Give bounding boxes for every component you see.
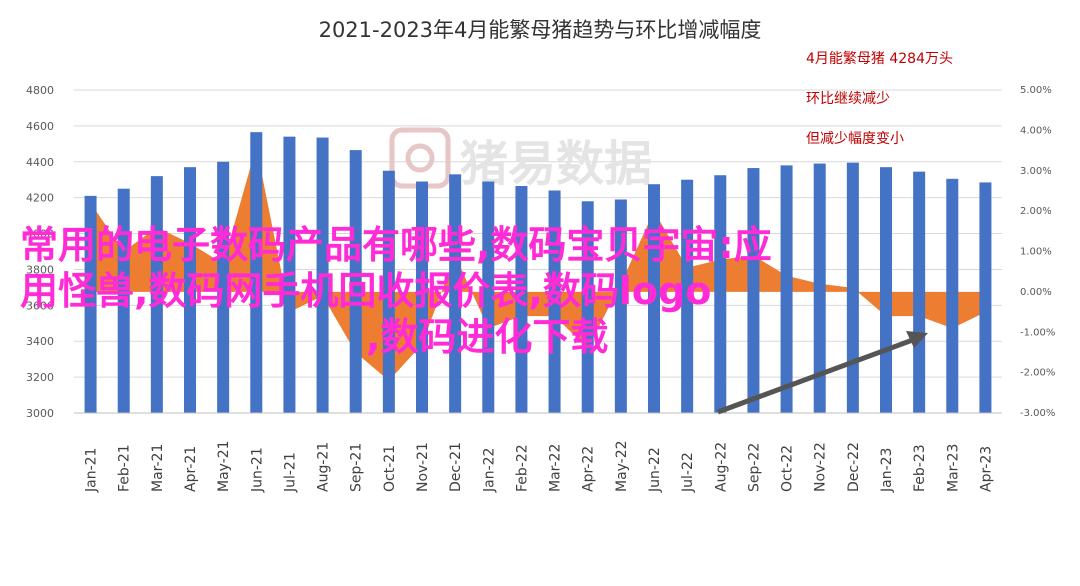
- annotation-line-1: 4月能繁母猪 4284万头: [806, 51, 953, 67]
- bar: [150, 176, 163, 413]
- bar: [648, 184, 660, 413]
- category-label: Jul-22: [680, 452, 696, 493]
- trend-arrow-head-icon: [906, 331, 928, 348]
- left-tick-label: 3800: [26, 263, 54, 276]
- bar: [846, 162, 859, 413]
- bar: [913, 171, 926, 413]
- category-label: Apr-23: [978, 446, 994, 492]
- right-tick-label: -1.00%: [1020, 327, 1055, 338]
- category-label: Sep-22: [746, 443, 762, 492]
- category-label: Mar-21: [150, 444, 166, 492]
- bar: [614, 199, 627, 413]
- category-label: Mar-23: [945, 444, 961, 492]
- overlay-line-3: ,数码进化下载: [366, 315, 609, 359]
- right-tick-label: -2.00%: [1020, 368, 1055, 379]
- right-tick-label: 0.00%: [1020, 287, 1052, 298]
- bar: [747, 168, 760, 413]
- bar: [283, 136, 296, 413]
- bar: [813, 163, 826, 413]
- annotation-line-2: 环比继续减少: [806, 91, 890, 107]
- category-label: Sep-21: [349, 443, 365, 492]
- annotation-line-3: 但减少幅度变小: [806, 131, 904, 147]
- category-label: Jun-22: [647, 447, 663, 493]
- category-label: Apr-22: [581, 446, 597, 492]
- category-label: Feb-21: [117, 444, 133, 492]
- left-tick-label: 3600: [26, 299, 54, 312]
- trend-arrow-shaft: [717, 335, 919, 415]
- bar: [979, 182, 992, 413]
- bar: [581, 201, 594, 413]
- watermark-logo-circle: [405, 143, 435, 173]
- category-label: Jan-23: [879, 448, 895, 493]
- watermark: 猪易数据: [389, 127, 652, 192]
- bar: [117, 188, 130, 413]
- category-label: Feb-23: [912, 444, 928, 492]
- bar: [250, 132, 263, 414]
- category-label: Feb-22: [514, 444, 530, 492]
- category-label: Nov-22: [813, 442, 829, 492]
- bar: [449, 174, 462, 413]
- category-label: Dec-22: [846, 442, 862, 492]
- right-tick-label: -3.00%: [1020, 408, 1055, 419]
- bar: [217, 161, 230, 413]
- category-label: Jul-21: [282, 452, 298, 493]
- bar: [184, 167, 196, 413]
- category-label: May-22: [614, 440, 630, 492]
- category-label: Oct-21: [382, 445, 398, 492]
- bar: [548, 190, 561, 413]
- bar: [382, 170, 395, 413]
- overlay-line-1: 常用的电子数码产品有哪些,数码宝贝宇宙:应: [20, 223, 772, 267]
- bar: [681, 179, 694, 413]
- left-tick-label: 4400: [26, 156, 54, 169]
- bar: [946, 178, 959, 413]
- category-label: Nov-21: [415, 442, 431, 492]
- bar: [482, 181, 495, 413]
- watermark-logo-icon: [389, 127, 451, 189]
- area-series-fill: [90, 146, 986, 381]
- overlay-caption: 常用的电子数码产品有哪些,数码宝贝宇宙:应 用怪兽,数码网手机回收报价表,数码l…: [20, 222, 1060, 360]
- left-tick-label: 3400: [26, 335, 54, 348]
- category-label: Dec-21: [448, 442, 464, 492]
- category-label: Aug-21: [316, 442, 332, 492]
- left-tick-label: 3200: [26, 371, 54, 384]
- right-tick-label: 3.00%: [1020, 166, 1052, 177]
- right-tick-label: 1.00%: [1020, 247, 1052, 258]
- category-label: Jun-21: [249, 447, 265, 493]
- bar: [714, 175, 727, 413]
- bar: [84, 195, 97, 413]
- category-label: Oct-22: [780, 445, 796, 492]
- category-label: Jan-22: [481, 448, 497, 493]
- category-label: Apr-21: [183, 446, 199, 492]
- bar: [349, 150, 362, 413]
- left-tick-label: 4000: [26, 228, 54, 241]
- bar: [416, 181, 428, 413]
- category-label: Jan-21: [84, 448, 100, 493]
- right-tick-label: 2.00%: [1020, 206, 1052, 217]
- arrow-annotation: [717, 331, 928, 415]
- right-tick-label: 5.00%: [1020, 85, 1052, 96]
- axis-layer: 3000 3200 3400 3600 3800 4000 4200 4400 4600 4800…: [26, 84, 1055, 493]
- bar: [515, 186, 528, 413]
- area-series-layer: [90, 146, 986, 381]
- bar: [780, 165, 793, 413]
- category-label: Mar-22: [548, 444, 564, 492]
- category-label: Aug-22: [713, 442, 729, 492]
- category-label: May-21: [216, 440, 232, 492]
- right-tick-label: 4.00%: [1020, 125, 1052, 136]
- left-tick-label: 4200: [26, 192, 54, 205]
- left-tick-label: 4600: [26, 120, 54, 133]
- left-tick-label: 4800: [26, 84, 54, 97]
- left-tick-label: 3000: [26, 407, 54, 420]
- bar: [316, 137, 329, 413]
- chart-title: 2021-2023年4月能繁母猪趋势与环比增减幅度: [318, 18, 762, 42]
- overlay-line-2: 用怪兽,数码网手机回收报价表,数码logo: [20, 269, 712, 313]
- bar-series-layer: [84, 132, 992, 414]
